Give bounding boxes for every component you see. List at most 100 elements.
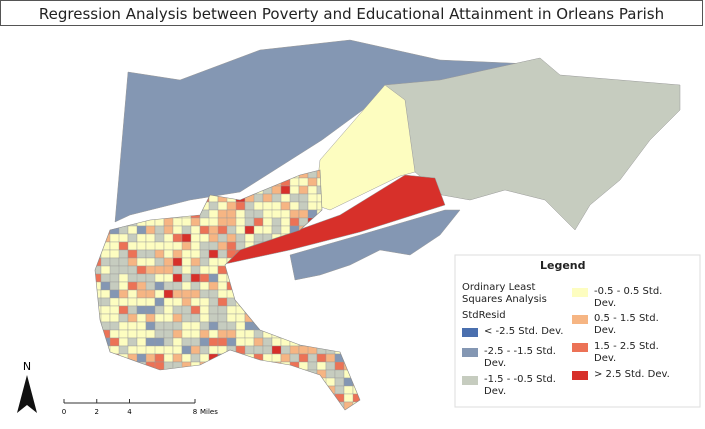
tract xyxy=(109,329,120,339)
tract xyxy=(190,353,201,363)
tract xyxy=(208,385,219,395)
tract xyxy=(352,409,360,410)
tract xyxy=(127,329,138,339)
tract xyxy=(352,353,360,363)
tract xyxy=(199,305,210,315)
tract xyxy=(199,345,210,355)
tract xyxy=(235,209,246,219)
tract xyxy=(262,273,273,283)
tract xyxy=(95,201,102,211)
tract xyxy=(136,241,147,251)
tract xyxy=(343,321,354,331)
tract xyxy=(362,258,371,266)
tract xyxy=(163,393,183,403)
tract xyxy=(190,329,201,339)
tract xyxy=(289,170,300,179)
tract xyxy=(334,369,345,379)
tract xyxy=(271,401,282,410)
tract xyxy=(217,257,228,267)
tract xyxy=(307,209,318,219)
tract xyxy=(154,297,165,307)
tract xyxy=(95,217,102,227)
tract xyxy=(334,273,345,283)
tract xyxy=(154,353,165,363)
tract xyxy=(190,297,201,307)
tract xyxy=(100,313,111,323)
tract xyxy=(334,281,354,291)
map-title: Regression Analysis between Poverty and … xyxy=(0,0,703,26)
tract xyxy=(298,329,309,339)
tract xyxy=(154,369,165,379)
tract xyxy=(199,233,210,243)
tract xyxy=(95,377,102,387)
tract xyxy=(95,177,102,187)
tract xyxy=(343,305,354,315)
tract xyxy=(145,305,156,315)
tract xyxy=(289,369,300,379)
tract xyxy=(172,385,183,395)
tract xyxy=(118,241,129,251)
tract xyxy=(145,233,156,243)
tract xyxy=(362,274,380,282)
tract xyxy=(343,385,354,395)
tract xyxy=(298,353,309,363)
tract xyxy=(118,233,129,243)
tract xyxy=(262,321,273,331)
tract xyxy=(307,185,318,195)
tract xyxy=(280,217,291,227)
tract xyxy=(362,314,371,322)
tract xyxy=(271,305,282,315)
tract xyxy=(136,313,147,323)
tract xyxy=(163,369,174,379)
scale-label: 8 xyxy=(193,408,197,416)
tract xyxy=(199,385,219,395)
tract xyxy=(352,289,360,299)
tract xyxy=(217,305,228,315)
tract xyxy=(244,265,264,275)
tract xyxy=(316,361,327,371)
tract xyxy=(362,346,371,354)
tract xyxy=(307,281,327,291)
tract xyxy=(226,265,246,275)
tract xyxy=(136,385,156,395)
tract xyxy=(100,353,120,363)
tract xyxy=(280,201,291,211)
tract xyxy=(244,209,255,219)
tract xyxy=(271,257,282,267)
tract xyxy=(280,209,291,219)
tract xyxy=(307,305,327,315)
tract xyxy=(109,281,120,291)
tract xyxy=(217,353,237,363)
tract xyxy=(136,321,147,331)
tract xyxy=(289,177,300,187)
tract xyxy=(307,409,327,410)
tract xyxy=(127,305,138,315)
tract xyxy=(100,361,120,371)
tract xyxy=(362,290,380,298)
tract xyxy=(95,273,102,283)
tract xyxy=(109,393,120,403)
tract xyxy=(95,209,111,219)
tract xyxy=(316,297,336,307)
tract xyxy=(307,201,318,211)
tract xyxy=(343,289,354,299)
tract xyxy=(352,401,360,410)
tract xyxy=(154,281,165,291)
tract xyxy=(217,345,228,355)
tract xyxy=(307,321,327,331)
tract xyxy=(208,369,228,379)
tract xyxy=(352,321,360,331)
tract xyxy=(100,257,111,267)
tract xyxy=(199,225,210,235)
tract xyxy=(298,281,318,291)
tract xyxy=(262,409,273,410)
tract xyxy=(118,329,129,339)
tract xyxy=(100,337,111,347)
tract xyxy=(316,409,327,410)
tract xyxy=(316,329,336,339)
tract xyxy=(136,337,147,347)
tract xyxy=(316,313,327,323)
tract xyxy=(298,409,309,410)
tract xyxy=(190,225,201,235)
